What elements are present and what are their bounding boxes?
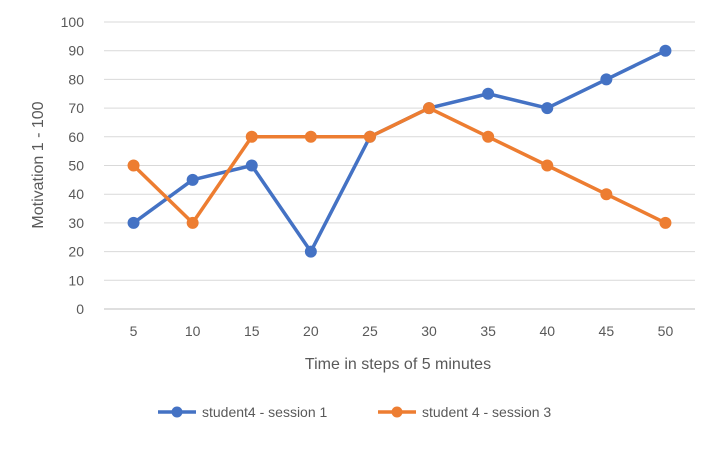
data-point: [304, 245, 317, 258]
y-tick-label: 10: [68, 272, 84, 288]
series-1: [127, 44, 672, 258]
data-point: [127, 159, 140, 172]
x-tick-label: 15: [244, 323, 260, 339]
data-point: [541, 102, 554, 115]
data-point: [659, 216, 672, 229]
data-point: [245, 159, 258, 172]
legend: student4 - session 1 student 4 - session …: [158, 404, 551, 420]
legend-item: student 4 - session 3: [378, 404, 551, 420]
series-line: [131, 106, 668, 225]
legend-item: student4 - session 1: [158, 404, 328, 420]
x-tick-label: 40: [539, 323, 555, 339]
series-layer: [127, 44, 672, 258]
x-tick-label: 45: [599, 323, 615, 339]
data-point: [659, 44, 672, 57]
data-point: [186, 216, 199, 229]
y-tick-label: 40: [68, 186, 84, 202]
x-tick-label: 10: [185, 323, 201, 339]
y-tick-label: 80: [68, 71, 84, 87]
y-axis-title: Motivation 1 - 100: [30, 101, 47, 228]
y-tick-label: 20: [68, 244, 84, 260]
x-axis-title: Time in steps of 5 minutes: [305, 356, 491, 373]
legend-swatch-marker: [391, 406, 403, 418]
legend-label: student4 - session 1: [202, 404, 328, 420]
data-point: [186, 173, 199, 186]
y-tick-label: 100: [61, 14, 85, 30]
data-point: [482, 130, 495, 143]
y-tick-label: 70: [68, 100, 84, 116]
data-point: [541, 159, 554, 172]
x-tick-label: 35: [480, 323, 496, 339]
grid-layer: [104, 21, 695, 310]
y-tick-label: 0: [76, 301, 84, 317]
data-point: [127, 216, 140, 229]
x-tick-label: 25: [362, 323, 378, 339]
x-tick-label: 50: [658, 323, 674, 339]
x-tick-label: 20: [303, 323, 319, 339]
data-point: [482, 87, 495, 100]
y-tick-label: 90: [68, 43, 84, 59]
legend-label: student 4 - session 3: [422, 404, 551, 420]
data-point: [600, 73, 613, 86]
data-point: [363, 130, 376, 143]
series-line: [131, 48, 668, 254]
axis-layer: 0 10 20 30 40 50 60 70 80 90 100 5 10 15 20 25 30 35 40 45 5…: [61, 14, 674, 339]
data-point: [245, 130, 258, 143]
data-point: [423, 102, 436, 115]
y-tick-label: 30: [68, 215, 84, 231]
data-point: [600, 188, 613, 201]
y-tick-label: 60: [68, 129, 84, 145]
data-point: [304, 130, 317, 143]
x-tick-label: 30: [421, 323, 437, 339]
series-2: [127, 102, 672, 229]
x-tick-label: 5: [130, 323, 138, 339]
legend-swatch-marker: [171, 406, 183, 418]
y-tick-label: 50: [68, 158, 84, 174]
